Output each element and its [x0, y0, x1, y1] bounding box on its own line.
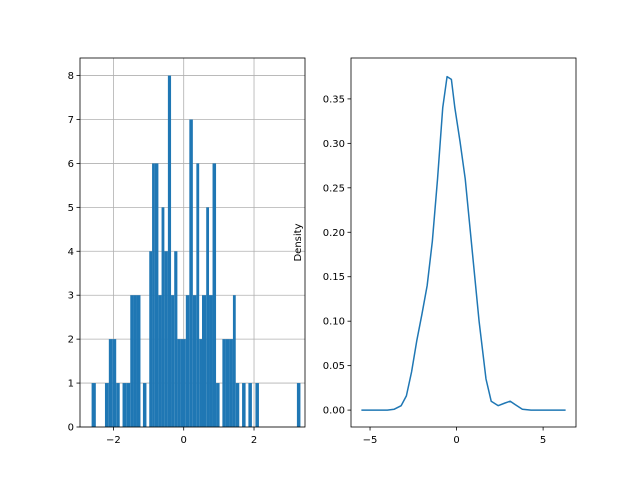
histogram-bar — [180, 339, 186, 427]
y-tick-label: 8 — [68, 71, 74, 82]
y-tick-label: 0.10 — [323, 317, 345, 328]
histogram-bar — [158, 295, 162, 427]
histogram-bar — [177, 339, 181, 427]
y-tick-label: 0.20 — [323, 228, 345, 239]
y-tick-label: 0.05 — [323, 361, 345, 372]
histogram-bar — [91, 383, 96, 427]
y-tick-label: 2 — [68, 335, 74, 346]
histogram-bar — [222, 339, 226, 427]
y-tick-label: 0.00 — [323, 406, 345, 417]
y-tick-label: 0 — [68, 423, 74, 434]
histogram-axes: −2 0 2 0 1 2 3 4 5 6 7 8 — [68, 57, 306, 446]
histogram-bar — [216, 383, 220, 427]
histogram-bar — [196, 163, 200, 427]
x-tick-label: 0 — [453, 435, 459, 446]
histogram-bar — [104, 383, 109, 427]
histogram-bar — [136, 295, 141, 427]
y-tick-label: 3 — [68, 291, 74, 302]
histogram-bar — [209, 295, 213, 427]
density-line — [361, 75, 566, 411]
x-tick-label: 5 — [540, 435, 546, 446]
histogram-bar — [142, 383, 147, 427]
histogram-bar — [229, 339, 233, 427]
histogram-bar — [201, 295, 207, 427]
histogram-bar — [174, 251, 178, 427]
histogram-bar — [126, 383, 131, 427]
x-tick-label: 0 — [181, 435, 187, 446]
histogram-bar — [212, 163, 217, 427]
histogram-bar — [232, 295, 236, 427]
density-axes: −5 0 5 0.00 0.05 0.10 0.15 0.20 0.25 0.30 0.35 Dens… — [293, 57, 577, 446]
y-tick-label: 0.15 — [323, 272, 345, 283]
histogram-bar — [189, 119, 193, 427]
y-tick-label: 0.35 — [323, 94, 345, 105]
axes-frame — [350, 57, 577, 428]
histogram-bar — [133, 295, 137, 427]
histogram-bar — [152, 163, 155, 427]
histogram-bar — [225, 339, 230, 427]
y-tick-label: 5 — [68, 203, 74, 214]
y-tick-label: 0.25 — [323, 183, 345, 194]
histogram-bar — [108, 339, 113, 427]
histogram-bar — [161, 207, 165, 427]
histogram-bar — [248, 383, 252, 427]
y-tick-label: 0.30 — [323, 139, 345, 150]
histogram-bar — [154, 163, 159, 427]
histogram-bar — [192, 295, 197, 427]
histogram-bar — [122, 383, 127, 427]
x-tick-label: −2 — [106, 435, 121, 446]
y-tick-label: 6 — [68, 159, 74, 170]
histogram-bar — [164, 251, 168, 427]
histogram-bar — [296, 383, 301, 427]
histogram-bar — [199, 339, 202, 427]
histogram-bar — [167, 75, 172, 428]
histogram-bar — [242, 383, 246, 427]
histogram-bar — [112, 339, 117, 427]
axes-frame — [79, 57, 306, 428]
histogram-bar — [185, 295, 190, 427]
x-tick-label: 2 — [251, 435, 257, 446]
histogram-bar — [206, 207, 210, 427]
x-tick-label: −5 — [363, 435, 378, 446]
histogram-bar — [235, 383, 240, 427]
histogram-bar — [130, 295, 134, 427]
histogram-bar — [255, 383, 259, 427]
y-tick-label: 4 — [68, 247, 74, 258]
y-tick-label: 7 — [68, 115, 74, 126]
y-axis-label: Density — [293, 223, 304, 261]
histogram-bar — [116, 383, 120, 427]
histogram-bar — [149, 251, 153, 427]
histogram-bar — [171, 295, 175, 427]
y-tick-label: 1 — [68, 379, 74, 390]
